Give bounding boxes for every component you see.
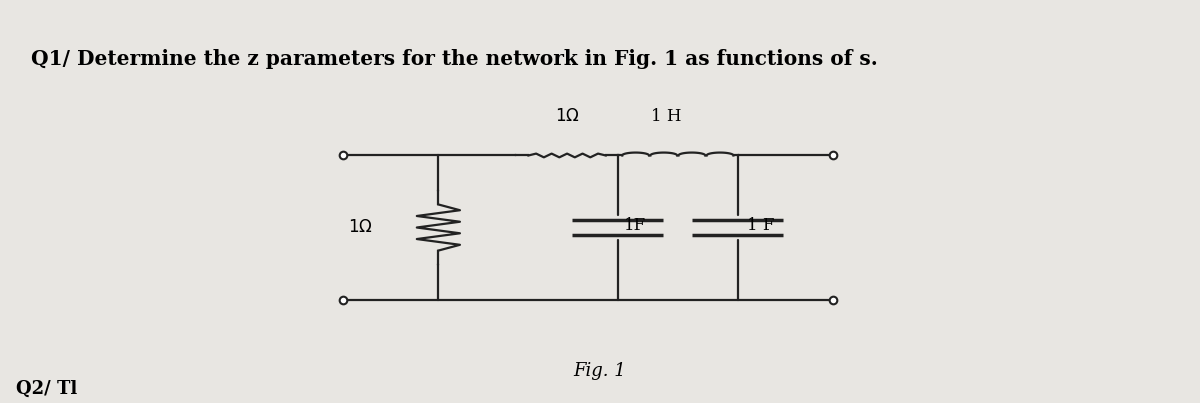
Text: Q2/ Tl: Q2/ Tl (16, 380, 77, 398)
Text: $1\Omega$: $1\Omega$ (348, 219, 372, 236)
Text: 1 H: 1 H (650, 108, 682, 125)
Text: Fig. 1: Fig. 1 (574, 361, 626, 380)
Text: Q1/ Determine the z parameters for the network in Fig. 1 as functions of s.: Q1/ Determine the z parameters for the n… (31, 50, 878, 69)
Text: 1 F: 1 F (748, 217, 775, 234)
Text: 1F: 1F (624, 217, 646, 234)
Text: $1\Omega$: $1\Omega$ (554, 108, 580, 125)
